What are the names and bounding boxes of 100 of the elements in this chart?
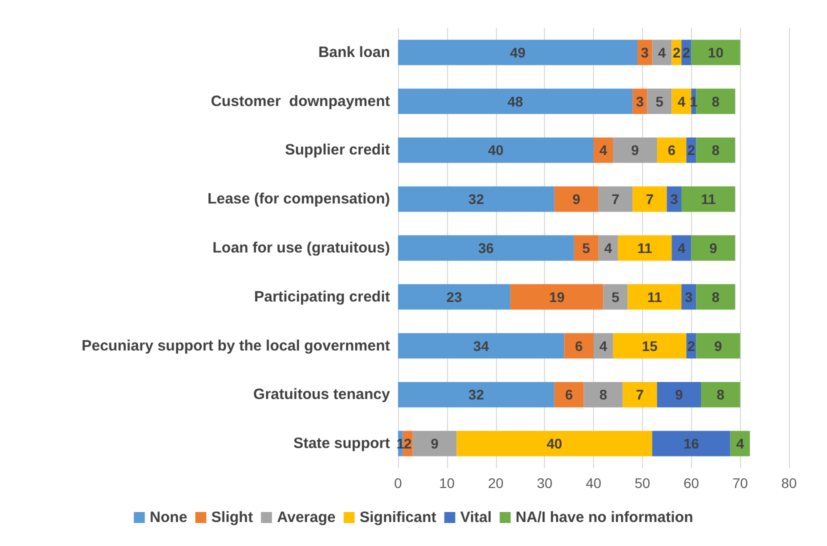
y-tick-label: Lease (for compensation) <box>207 190 390 208</box>
data-label: 4 <box>678 240 686 256</box>
bar <box>398 40 638 66</box>
data-label: 8 <box>712 142 720 158</box>
data-label: 11 <box>700 191 716 208</box>
data-label: 2 <box>682 44 690 60</box>
data-label: 3 <box>640 44 649 60</box>
data-label: 48 <box>508 93 524 110</box>
bar <box>691 235 736 261</box>
bar <box>652 40 672 66</box>
bar <box>398 284 510 310</box>
bar <box>554 186 598 212</box>
data-label: 10 <box>708 44 724 60</box>
bar <box>672 235 692 261</box>
data-label: 6 <box>668 142 676 158</box>
data-label: 8 <box>599 386 608 403</box>
data-label: 4 <box>658 44 666 60</box>
data-label: 2 <box>404 436 412 452</box>
data-label: 16 <box>683 436 700 452</box>
data-label: 5 <box>612 288 620 305</box>
bar <box>564 333 594 358</box>
data-label: 9 <box>631 142 640 158</box>
bar <box>603 284 628 310</box>
data-label: 23 <box>446 288 462 305</box>
data-label: 40 <box>488 142 504 158</box>
bar <box>398 333 564 358</box>
x-tick-label: 20 <box>488 475 504 491</box>
bar <box>613 333 686 358</box>
data-label: 5 <box>582 240 590 256</box>
bar <box>412 430 457 456</box>
bar <box>672 88 692 114</box>
bar <box>657 382 702 408</box>
data-label: 5 <box>656 93 664 110</box>
bar <box>696 284 736 310</box>
data-label: 9 <box>714 338 722 354</box>
y-tick-label: Pecuniary support by the local government <box>82 337 390 354</box>
bar <box>691 40 740 66</box>
data-label: 9 <box>675 386 684 403</box>
data-label: 4 <box>678 93 686 110</box>
data-label: 7 <box>636 386 644 403</box>
bar <box>584 382 623 408</box>
data-label: 3 <box>636 93 644 110</box>
x-tick-label: 30 <box>536 475 553 491</box>
bar <box>696 138 736 163</box>
data-label: 32 <box>468 386 484 403</box>
bar <box>632 186 667 212</box>
bar <box>398 88 633 114</box>
data-label: 2 <box>687 142 696 158</box>
x-tick-label: 80 <box>781 475 797 491</box>
data-label: 8 <box>716 386 725 403</box>
x-tick-label: 0 <box>394 475 402 491</box>
bar <box>628 284 682 310</box>
data-label: 11 <box>647 288 662 305</box>
bar <box>398 235 574 261</box>
bar <box>652 430 730 456</box>
bar <box>696 333 740 358</box>
data-label: 4 <box>736 436 744 452</box>
bar <box>622 382 658 408</box>
data-label: 6 <box>565 386 574 403</box>
y-tick-label: State support <box>293 435 390 452</box>
data-label: 34 <box>473 338 490 354</box>
bar <box>701 382 740 408</box>
x-tick-label: 70 <box>732 475 748 491</box>
data-label: 7 <box>612 191 620 208</box>
bar <box>657 138 686 163</box>
data-label: 15 <box>642 338 658 354</box>
data-label: 4 <box>604 240 612 256</box>
data-label: 40 <box>546 436 562 452</box>
y-tick-label: Bank loan <box>318 44 390 61</box>
bar <box>681 186 736 212</box>
bar <box>594 138 614 163</box>
data-label: 6 <box>574 338 583 354</box>
data-label: 32 <box>468 191 484 208</box>
legend-label: Vital <box>460 509 492 526</box>
legend-label: Slight <box>211 509 253 526</box>
y-tick-label: Supplier credit <box>284 142 390 159</box>
bar <box>594 333 614 358</box>
data-label: 9 <box>709 240 718 256</box>
bar <box>696 88 736 114</box>
bar <box>730 430 750 456</box>
data-label: 11 <box>637 240 652 256</box>
y-tick-label: Participating credit <box>254 288 390 306</box>
y-tick-label: Gratuitous tenancy <box>253 386 391 404</box>
data-label: 3 <box>670 191 678 208</box>
data-label: 19 <box>549 288 565 305</box>
data-label: 2 <box>672 44 681 60</box>
bar <box>613 138 658 163</box>
data-label: 8 <box>712 93 720 110</box>
data-label: 4 <box>599 338 608 354</box>
bar <box>598 186 633 212</box>
data-label: 3 <box>684 288 693 305</box>
bar <box>456 430 652 456</box>
legend-label: Significant <box>360 509 436 526</box>
data-label: 9 <box>572 191 580 208</box>
data-label: 2 <box>687 338 696 354</box>
x-tick-label: 60 <box>683 475 700 491</box>
data-label: 9 <box>430 436 439 452</box>
x-tick-label: 10 <box>439 475 455 491</box>
y-tick-label: Loan for use (gratuitous) <box>212 240 390 256</box>
bar <box>554 382 584 408</box>
